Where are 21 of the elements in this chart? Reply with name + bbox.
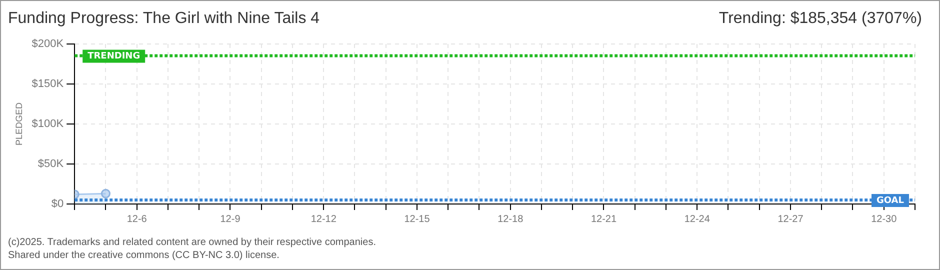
text: Shared under the creative commons (CC BY-NC 3.0) license. [8, 249, 280, 262]
x-tick-label: 12-9 [220, 214, 241, 225]
y-tick-label: $150K [32, 78, 64, 90]
y-tick-label: $0 [51, 198, 64, 210]
chart-title: Funding Progress: The Girl with Nine Tails 4 [8, 10, 320, 28]
x-tick-label: 12-12 [310, 214, 337, 225]
x-tick-label: 12-15 [404, 214, 430, 225]
x-tick-label: 12-24 [684, 214, 710, 225]
chart-subtitle: Trending: $185,354 (3707%) [718, 10, 922, 28]
x-tick-label: 12-6 [126, 214, 148, 225]
x-tick-label: 12-27 [778, 214, 804, 225]
ref-line-label: TRENDING [88, 52, 140, 62]
x-tick-label: 12-30 [871, 214, 898, 225]
x-tick-label: 12-21 [590, 214, 617, 225]
y-tick-label: $50K [38, 158, 64, 170]
text: (c)2025. Trademarks and related content are owned by their respective companies. [8, 236, 376, 249]
ref-line-label: GOAL [876, 196, 904, 206]
y-tick-label: $200K [32, 38, 64, 50]
x-tick-label: 12-18 [498, 214, 524, 225]
y-axis-title: PLEDGED [14, 102, 24, 146]
y-tick-label: $100K [32, 118, 64, 130]
